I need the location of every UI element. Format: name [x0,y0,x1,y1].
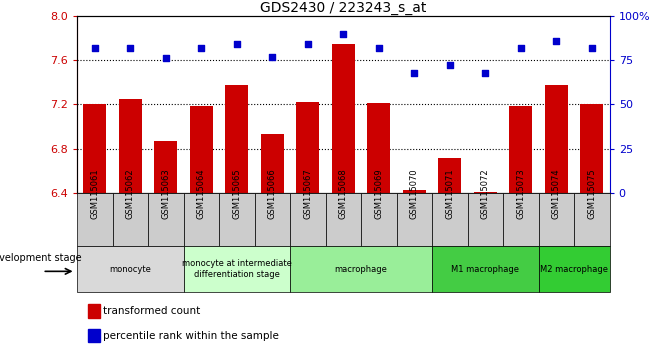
Bar [332,44,355,193]
Bar [255,193,290,246]
Bar [119,99,142,193]
Bar [290,246,432,292]
Text: M1 macrophage: M1 macrophage [452,264,519,274]
Text: GSM115071: GSM115071 [446,169,454,219]
Point [409,70,419,75]
Bar [184,246,290,292]
Bar [326,193,361,246]
Bar [468,193,503,246]
Text: GSM115068: GSM115068 [339,169,348,219]
Bar [290,193,326,246]
Bar [539,246,610,292]
Bar [77,246,184,292]
Point [161,56,172,61]
Bar [154,141,178,193]
Text: GSM115075: GSM115075 [588,169,596,219]
Point [125,45,135,51]
Bar [509,105,533,193]
Text: GSM115067: GSM115067 [304,169,312,219]
Bar [261,134,284,193]
Text: GSM115061: GSM115061 [90,169,99,219]
Bar [219,193,255,246]
Point [338,31,349,36]
Text: GSM115066: GSM115066 [268,169,277,219]
Bar [361,193,397,246]
Bar [432,193,468,246]
Bar [296,102,320,193]
Point [587,45,598,51]
Text: GSM115063: GSM115063 [161,169,170,219]
Bar [545,85,568,193]
Text: monocyte at intermediate
differentiation stage: monocyte at intermediate differentiation… [182,259,291,279]
Bar [397,193,432,246]
Text: GSM115065: GSM115065 [232,169,241,219]
Text: GSM115070: GSM115070 [410,169,419,219]
Point [90,45,100,51]
Bar [503,193,539,246]
Point [516,45,527,51]
Bar [88,329,100,342]
Text: GSM115062: GSM115062 [126,169,135,219]
Bar [367,103,391,193]
Point [232,41,243,47]
Text: macrophage: macrophage [335,264,387,274]
Bar [574,193,610,246]
Text: GSM115073: GSM115073 [517,169,525,219]
Text: development stage: development stage [0,252,82,263]
Text: M2 macrophage: M2 macrophage [540,264,608,274]
Title: GDS2430 / 223243_s_at: GDS2430 / 223243_s_at [260,1,427,15]
Text: GSM115064: GSM115064 [197,169,206,219]
Point [445,63,456,68]
Bar [432,246,539,292]
Bar [77,193,113,246]
Bar [190,105,213,193]
Text: GSM115069: GSM115069 [375,169,383,219]
Point [303,41,314,47]
Point [196,45,207,51]
Bar [580,104,604,193]
Bar [113,193,148,246]
Bar [88,304,100,318]
Point [267,54,278,59]
Text: GSM115072: GSM115072 [481,169,490,219]
Text: GSM115074: GSM115074 [552,169,561,219]
Bar [184,193,219,246]
Point [480,70,491,75]
Bar [83,104,107,193]
Bar [438,158,462,193]
Point [374,45,385,51]
Text: percentile rank within the sample: percentile rank within the sample [103,331,279,341]
Bar [474,192,497,193]
Bar [225,85,249,193]
Point [551,38,562,44]
Bar [148,193,184,246]
Text: monocyte: monocyte [109,264,151,274]
Bar [403,190,426,193]
Bar [539,193,574,246]
Text: transformed count: transformed count [103,306,200,316]
